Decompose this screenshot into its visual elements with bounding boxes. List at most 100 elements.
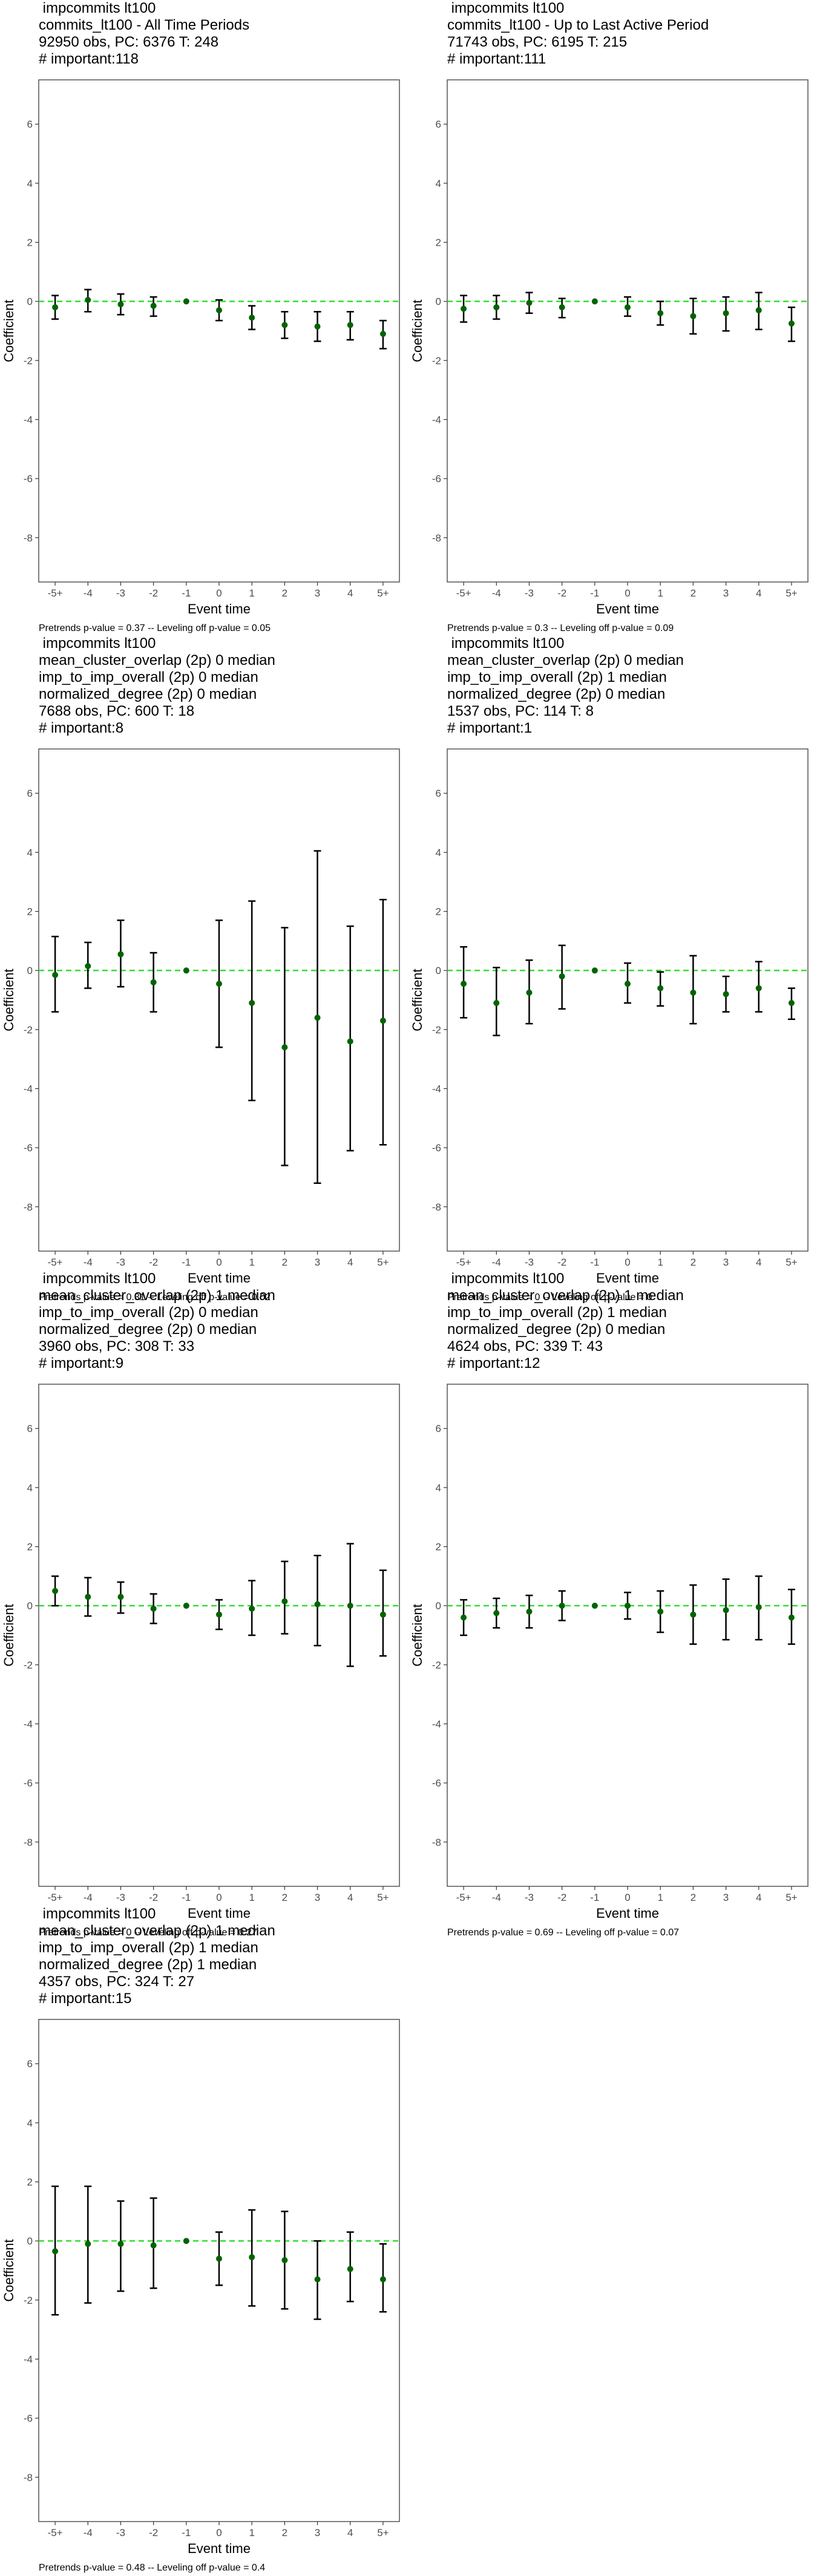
x-tick-label: 5+ [786, 1892, 797, 1903]
x-tick-label: -3 [116, 1892, 125, 1903]
x-tick-label: 3 [315, 1257, 320, 1268]
panel-1: impcommits lt100 commits_lt100 - All Time… [0, 0, 405, 635]
panel-title: impcommits lt100 commits_lt100 - Up to La… [447, 0, 810, 68]
y-tick-label: -2 [432, 355, 441, 367]
coefficient-point [150, 979, 157, 986]
panel-title-line: imp_to_imp_overall (2p) 1 median [447, 1304, 667, 1321]
x-tick-label: 3 [315, 587, 320, 599]
y-tick-label: -6 [24, 2413, 33, 2424]
y-tick-label: 2 [436, 1541, 441, 1553]
coefficient-point [379, 1018, 386, 1024]
p-value-caption: Pretrends p-value = 0.69 -- Leveling off… [447, 1927, 680, 1938]
coefficient-point [281, 1598, 288, 1604]
coefficient-point [657, 1608, 664, 1615]
x-tick-label: 2 [691, 1892, 696, 1903]
y-tick-label: 4 [436, 847, 441, 858]
panel-title-line: 1537 obs, PC: 114 T: 8 [447, 703, 594, 719]
coefficient-point [249, 315, 255, 321]
x-tick-label: -1 [182, 1257, 191, 1268]
y-tick-label: -6 [432, 1777, 441, 1789]
coefficient-point [183, 298, 189, 305]
x-tick-label: -5+ [48, 587, 63, 599]
y-tick-label: -8 [24, 1201, 33, 1213]
coefficient-point [281, 2257, 288, 2263]
x-tick-label: -4 [84, 587, 93, 599]
coefficient-point [117, 951, 124, 958]
coefficient-point [314, 2276, 321, 2283]
x-tick-label: -2 [149, 1892, 158, 1903]
coefficient-point [85, 963, 91, 969]
coefficient-point [788, 320, 795, 327]
coefficient-plot: -8 -6 -4 -2 0 2 4 6 -5+ -4 -3 -2 -1 0 1 2 3 4 5+ Event time… [410, 1384, 809, 1921]
x-tick-label: 0 [216, 587, 221, 599]
y-tick-label: 6 [436, 788, 441, 799]
panel-2: impcommits lt100 commits_lt100 - Up to La… [408, 0, 814, 635]
coefficient-point [690, 989, 697, 996]
y-tick-label: 0 [436, 965, 441, 976]
panel-title-line: imp_to_imp_overall (2p) 1 median [39, 1940, 258, 1956]
x-tick-label: 1 [657, 587, 663, 599]
x-tick-label: -3 [116, 587, 125, 599]
coefficient-point [379, 2276, 386, 2283]
plot-border [38, 79, 400, 583]
panel-title: impcommits lt100 mean_cluster_overlap (2p… [39, 635, 402, 737]
coefficient-point [526, 299, 533, 306]
coefficient-point [216, 981, 222, 987]
panel-5: impcommits lt100 mean_cluster_overlap (2p… [0, 1270, 405, 1938]
coefficient-point [347, 322, 353, 329]
x-tick-label: 0 [216, 1257, 221, 1268]
x-tick-label: 5+ [377, 2527, 389, 2538]
coefficient-point [723, 1607, 729, 1613]
coefficient-point [281, 1044, 288, 1051]
coefficient-point [347, 1038, 353, 1045]
x-tick-label: 4 [756, 1257, 761, 1268]
panel-title-line: mean_cluster_overlap (2p) 1 median [447, 1287, 684, 1304]
y-tick-label: -6 [24, 1142, 33, 1154]
coefficient-point [85, 296, 91, 303]
x-tick-label: -3 [116, 1257, 125, 1268]
panel-title-line: # important:12 [447, 1355, 540, 1371]
p-value-caption: Pretrends p-value = 0 -- Leveling off p-… [447, 1292, 652, 1303]
coefficient-point [559, 973, 565, 979]
x-tick-label: 5+ [377, 1892, 389, 1903]
y-tick-label: 0 [27, 2235, 33, 2247]
coefficient-point [379, 330, 386, 337]
y-tick-label: -2 [24, 1024, 33, 1036]
y-axis-label: Coefficient [410, 299, 425, 362]
coefficient-point [52, 1587, 59, 1594]
coefficient-point [379, 1611, 386, 1618]
y-tick-label: 6 [27, 119, 33, 130]
y-tick-label: -8 [24, 1837, 33, 1848]
panel-title-line: commits_lt100 - Up to Last Active Period [447, 17, 709, 33]
y-axis-label: Coefficient [410, 1604, 425, 1667]
y-tick-label: -2 [432, 1024, 441, 1036]
x-tick-label: 2 [282, 587, 287, 599]
y-tick-label: 6 [27, 788, 33, 799]
panel-title-line: 71743 obs, PC: 6195 T: 215 [447, 34, 628, 50]
p-value-caption: Pretrends p-value = 0.37 -- Leveling off… [39, 623, 271, 633]
panel-title-line: 4357 obs, PC: 324 T: 27 [39, 1973, 195, 1990]
x-tick-label: 1 [657, 1257, 663, 1268]
x-tick-label: -1 [590, 1892, 599, 1903]
y-tick-label: 2 [27, 906, 33, 918]
y-axis-label: Coefficient [410, 969, 425, 1031]
coefficient-point [150, 1606, 157, 1612]
y-tick-label: -6 [24, 1777, 33, 1789]
y-tick-label: -2 [24, 2295, 33, 2306]
panel-title-line: impcommits lt100 [39, 1906, 156, 1922]
y-tick-label: 2 [27, 2177, 33, 2188]
coefficient-point [591, 298, 598, 305]
x-tick-label: -5+ [456, 587, 471, 599]
panel-title-line: mean_cluster_overlap (2p) 0 median [447, 652, 684, 669]
coefficient-point [559, 304, 565, 310]
x-axis-label: Event time [596, 1906, 659, 1921]
panel-title-line: impcommits lt100 [447, 1270, 565, 1287]
x-tick-label: 5+ [786, 587, 797, 599]
coefficient-point [493, 1610, 500, 1617]
coefficient-point [314, 323, 321, 330]
x-tick-label: 1 [249, 587, 254, 599]
x-tick-label: 2 [282, 1892, 287, 1903]
coefficient-plot: -8 -6 -4 -2 0 2 4 6 -5+ -4 -3 -2 -1 0 1 2 3 4 5+ Event time… [1, 748, 400, 1286]
panel-title-line: # important:9 [39, 1355, 124, 1371]
coefficient-plot: -8 -6 -4 -2 0 2 4 6 -5+ -4 -3 -2 -1 0 1 2 3 4 5+ Event time… [1, 2019, 400, 2556]
